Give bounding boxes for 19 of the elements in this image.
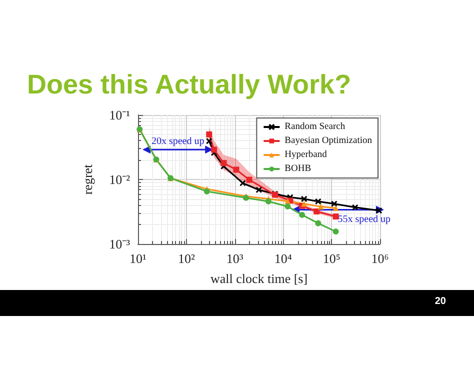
y-tick-label: 10⁻³: [109, 236, 130, 252]
y-tick-label: 10⁻¹: [109, 108, 130, 122]
x-axis-title: wall clock time [s]: [210, 271, 308, 286]
legend-label: Hyperband: [284, 150, 328, 160]
x-tick-label: 10²: [178, 251, 195, 266]
annotation: 55x speed up: [338, 214, 391, 226]
x-tick-label: 10⁴: [274, 251, 292, 266]
x-tick-label: 10³: [226, 251, 244, 266]
annotation: 20x speed up: [151, 136, 204, 148]
x-tick-label: 10⁵: [322, 251, 340, 266]
legend-label: Random Search: [284, 122, 346, 132]
legend-label: BOHB: [284, 164, 312, 174]
x-tick-label: 10⁶: [371, 251, 389, 266]
x-tick-label: 10¹: [130, 251, 147, 266]
chart-title: Does this Actually Work?: [27, 70, 352, 100]
y-tick-label: 10⁻²: [109, 172, 130, 187]
y-axis-title: regret: [80, 164, 95, 195]
text: 20: [434, 296, 446, 307]
legend-label: Bayesian Optimization: [284, 136, 372, 146]
